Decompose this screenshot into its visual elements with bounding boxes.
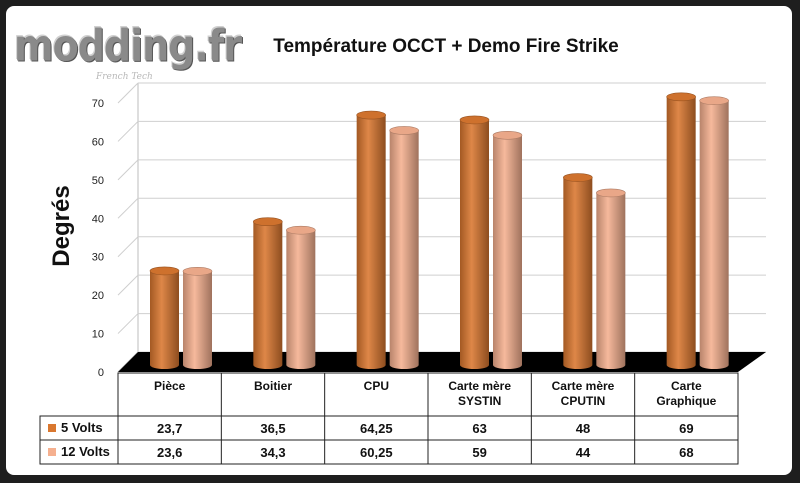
- x-tick-label: CPU: [364, 379, 389, 393]
- data-label: 23,6: [157, 445, 182, 460]
- legend-entry-1: 12 Volts: [61, 444, 110, 459]
- bar-1-1: [286, 230, 316, 369]
- y-tick-label: 50: [92, 175, 104, 187]
- gridline-side: [117, 82, 139, 104]
- bar-1-5: [699, 100, 729, 369]
- gridline-side: [117, 159, 139, 181]
- data-label: 34,3: [260, 445, 285, 460]
- data-label: 69: [679, 421, 693, 436]
- gridline-side: [117, 313, 139, 334]
- gridline-side: [117, 274, 139, 296]
- bar-1-4: [596, 192, 626, 369]
- x-tick-label: CPUTIN: [561, 394, 606, 408]
- data-label: 48: [576, 421, 590, 436]
- site-logo-subtext: French Tech: [96, 72, 153, 82]
- bar-top-1-1: [286, 225, 316, 235]
- bar-0-5: [666, 96, 696, 369]
- site-logo: modding.fr: [14, 20, 242, 71]
- bar-1-3: [493, 135, 522, 369]
- bar-top-0-3: [459, 115, 490, 125]
- x-tick-label: Carte: [671, 379, 702, 393]
- y-tick-label: 70: [92, 98, 104, 110]
- data-label: 68: [679, 445, 693, 460]
- gridline-side: [117, 121, 139, 142]
- bar-top-1-0: [182, 267, 213, 276]
- y-tick-label: 40: [92, 213, 104, 225]
- y-tick-label: 30: [92, 252, 104, 264]
- y-tick-label: 60: [92, 136, 104, 148]
- bar-0-0: [150, 270, 179, 369]
- x-tick-label: SYSTIN: [458, 394, 501, 408]
- bar-top-1-4: [596, 188, 626, 198]
- bar-top-0-2: [356, 110, 386, 120]
- bar-top-0-0: [149, 266, 180, 276]
- x-tick-label: Carte mère: [448, 379, 511, 393]
- bar-top-0-5: [666, 92, 696, 102]
- x-tick-label: Boitier: [254, 379, 292, 393]
- data-label: 60,25: [360, 445, 393, 460]
- y-tick-label: 20: [92, 290, 104, 302]
- data-label: 44: [576, 445, 591, 460]
- bar-top-0-1: [253, 217, 283, 227]
- bar-top-1-5: [699, 96, 729, 105]
- gridline-side: [117, 197, 139, 219]
- y-tick-label: 0: [98, 367, 104, 379]
- data-label: 23,7: [157, 421, 182, 436]
- legend-swatch-1: [48, 448, 56, 456]
- data-label: 59: [472, 445, 486, 460]
- data-label: 63: [472, 421, 486, 436]
- legend-entry-0: 5 Volts: [61, 420, 103, 435]
- x-tick-label: Pièce: [154, 379, 186, 393]
- bar-1-2: [389, 130, 419, 369]
- bar-1-0: [183, 271, 212, 369]
- x-tick-label: Carte mère: [552, 379, 615, 393]
- legend-swatch-0: [48, 424, 56, 432]
- y-tick-label: 10: [92, 329, 104, 341]
- chart-title: Température OCCT + Demo Fire Strike: [273, 36, 619, 57]
- bar-0-2: [356, 115, 386, 369]
- bar-0-3: [460, 119, 489, 369]
- bar-top-0-4: [563, 173, 593, 182]
- bar-0-1: [253, 221, 283, 369]
- gridline-side: [117, 236, 139, 258]
- data-label: 64,25: [360, 421, 393, 436]
- bar-top-1-3: [492, 130, 523, 140]
- x-tick-label: Graphique: [656, 394, 716, 408]
- bar-top-1-2: [389, 126, 419, 135]
- data-label: 36,5: [260, 421, 285, 436]
- bar-0-4: [563, 177, 593, 369]
